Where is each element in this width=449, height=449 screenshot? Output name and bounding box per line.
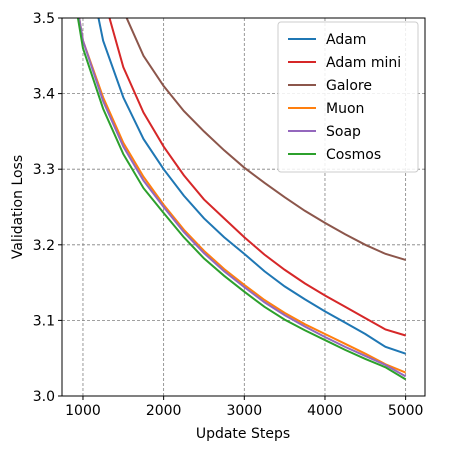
x-tick-label: 3000 — [226, 403, 262, 419]
legend-label: Muon — [326, 101, 364, 117]
series-line — [78, 18, 407, 374]
legend-label: Cosmos — [326, 147, 381, 163]
x-tick-label: 4000 — [307, 403, 343, 419]
x-tick-label: 1000 — [65, 403, 101, 419]
y-tick-label: 3.0 — [33, 389, 55, 405]
legend-label: Adam mini — [326, 55, 401, 71]
legend-label: Soap — [326, 124, 361, 140]
y-tick-label: 3.5 — [33, 11, 55, 27]
y-tick-label: 3.3 — [33, 162, 55, 178]
series-line — [97, 18, 406, 355]
plot-lines — [76, 18, 407, 381]
series-line — [108, 18, 406, 337]
x-axis-label: Update Steps — [196, 426, 290, 442]
legend-label: Adam — [326, 32, 366, 48]
y-tick-label: 3.4 — [33, 87, 55, 103]
x-tick-label: 2000 — [146, 403, 182, 419]
series-line — [78, 18, 407, 378]
x-tick-label: 5000 — [388, 403, 424, 419]
series-line — [76, 18, 407, 381]
y-tick-label: 3.1 — [33, 313, 55, 329]
plot-frame — [61, 17, 426, 397]
legend-box — [277, 21, 419, 173]
y-axis-label: Validation Loss — [10, 155, 26, 259]
series-line — [125, 18, 406, 261]
legend-label: Galore — [326, 78, 372, 94]
y-tick-label: 3.2 — [33, 238, 55, 254]
